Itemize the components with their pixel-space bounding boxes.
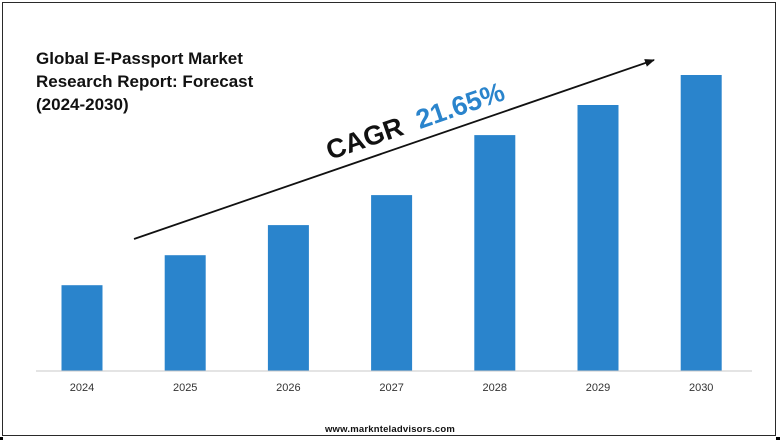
chart-title-line-2: Research Report: Forecast — [36, 72, 254, 91]
x-tick-label-2030: 2030 — [689, 382, 713, 394]
chart-frame — [2, 2, 776, 436]
x-tick-label-2028: 2028 — [483, 382, 507, 394]
x-tick-label-2024: 2024 — [70, 382, 94, 394]
bar-2024 — [61, 285, 103, 371]
x-tick-label-2029: 2029 — [586, 382, 610, 394]
chart-title-line-1: Global E-Passport Market — [36, 49, 243, 68]
chart-title: Global E-Passport Market Research Report… — [36, 47, 286, 116]
bar-2028 — [474, 135, 516, 371]
x-tick-label-2026: 2026 — [276, 382, 300, 394]
cagr-label: CAGR — [322, 111, 407, 165]
cagr-trend-arrow — [133, 59, 655, 240]
x-tick-label-2025: 2025 — [173, 382, 197, 394]
x-tick-label-2027: 2027 — [379, 382, 403, 394]
bar-2027 — [371, 195, 413, 371]
bar-2026 — [267, 225, 309, 371]
bar-2025 — [164, 255, 206, 371]
bars — [61, 75, 722, 371]
bar-2029 — [577, 105, 619, 371]
corner-mark-bottom-left — [0, 437, 3, 440]
chart-title-line-3: (2024-2030) — [36, 95, 129, 114]
bar-2030 — [680, 75, 722, 371]
corner-mark-bottom-right — [776, 437, 780, 440]
footer-website[interactable]: www.marknteladvisors.com — [324, 424, 456, 435]
x-axis-ticks: 2024 2025 2026 2027 2028 2029 2030 — [70, 382, 714, 394]
